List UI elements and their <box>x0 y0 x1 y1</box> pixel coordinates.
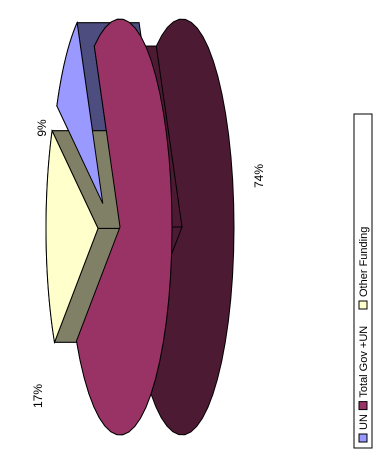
slice-total-gov-un <box>75 18 173 436</box>
legend-box <box>353 113 373 449</box>
slice-other-funding <box>45 128 99 345</box>
legend-swatch <box>358 401 368 411</box>
data-label-other-funding: 17% <box>31 384 45 408</box>
legend: UN Total Gov +UN Other Funding <box>353 113 373 449</box>
legend-item-label: Total Gov +UN <box>358 326 370 398</box>
legend-item-label: UN <box>358 414 370 430</box>
data-label-total-gov-un: 74% <box>252 164 266 188</box>
data-labels: 9% 74% 17% <box>31 119 266 408</box>
legend-item-label: Other Funding <box>358 227 370 297</box>
slice-un <box>56 20 104 204</box>
legend-swatch <box>358 433 368 443</box>
data-label-un: 9% <box>35 119 49 137</box>
legend-swatch <box>358 300 368 310</box>
pie-slices <box>45 18 173 436</box>
